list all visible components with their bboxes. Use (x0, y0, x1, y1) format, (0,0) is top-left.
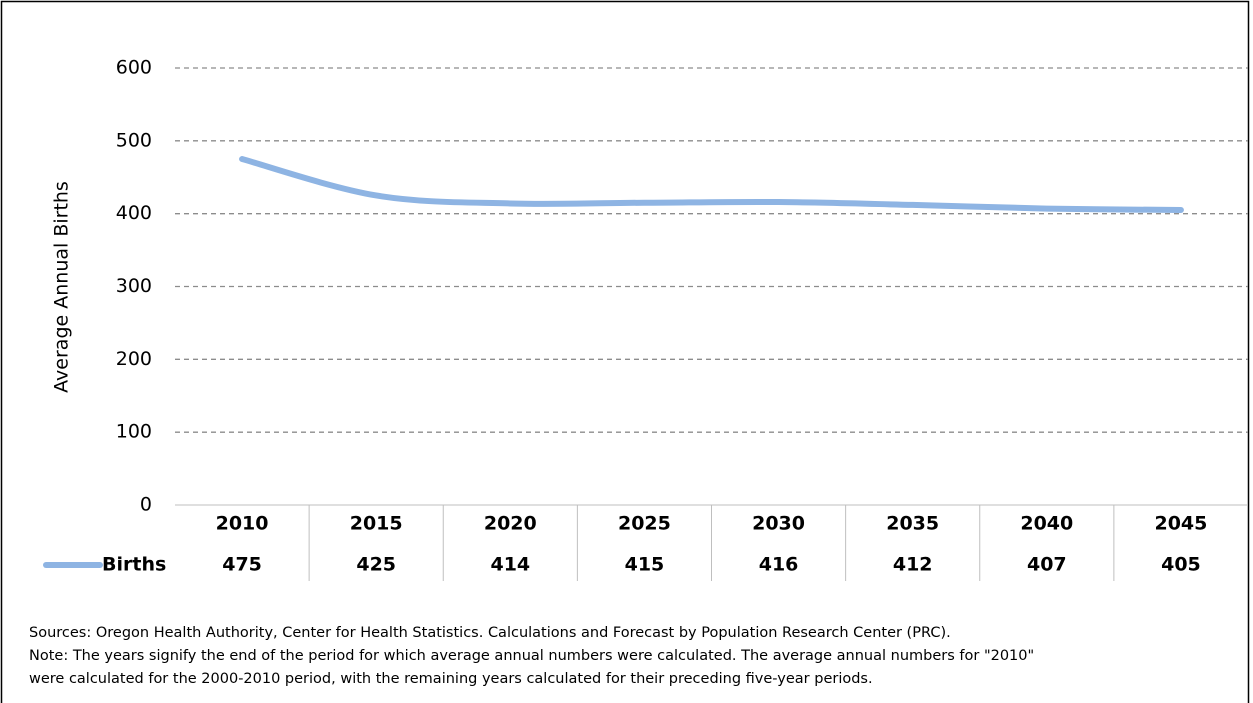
x-tick-label: 2045 (1154, 513, 1207, 535)
data-label: 414 (490, 554, 530, 576)
x-tick-label: 2015 (350, 513, 403, 535)
y-tick-label: 0 (140, 494, 152, 516)
data-label: 412 (893, 554, 933, 576)
data-label: 425 (356, 554, 396, 576)
x-tick-label: 2030 (752, 513, 805, 535)
y-tick-label: 500 (116, 129, 152, 151)
data-label: 407 (1027, 554, 1067, 576)
y-tick-label: 600 (116, 57, 152, 79)
legend-label: Births (102, 554, 166, 576)
y-tick-label: 100 (116, 421, 152, 443)
x-tick-label: 2025 (618, 513, 671, 535)
data-label: 416 (759, 554, 799, 576)
x-tick-label: 2010 (216, 513, 269, 535)
footnote: Note: The years signify the end of the p… (29, 648, 1034, 664)
y-tick-label: 300 (116, 275, 152, 297)
series-line (239, 156, 1184, 214)
x-tick-label: 2035 (886, 513, 939, 535)
data-label: 415 (625, 554, 665, 576)
y-tick-label: 400 (116, 202, 152, 224)
data-label: 405 (1161, 554, 1201, 576)
y-axis-label: Average Annual Births (51, 181, 73, 393)
footnote: were calculated for the 2000-2010 period… (29, 671, 873, 687)
x-tick-label: 2040 (1020, 513, 1073, 535)
y-tick-label: 200 (116, 348, 152, 370)
footnote: Sources: Oregon Health Authority, Center… (29, 625, 951, 641)
data-label: 475 (222, 554, 262, 576)
x-tick-label: 2020 (484, 513, 537, 535)
